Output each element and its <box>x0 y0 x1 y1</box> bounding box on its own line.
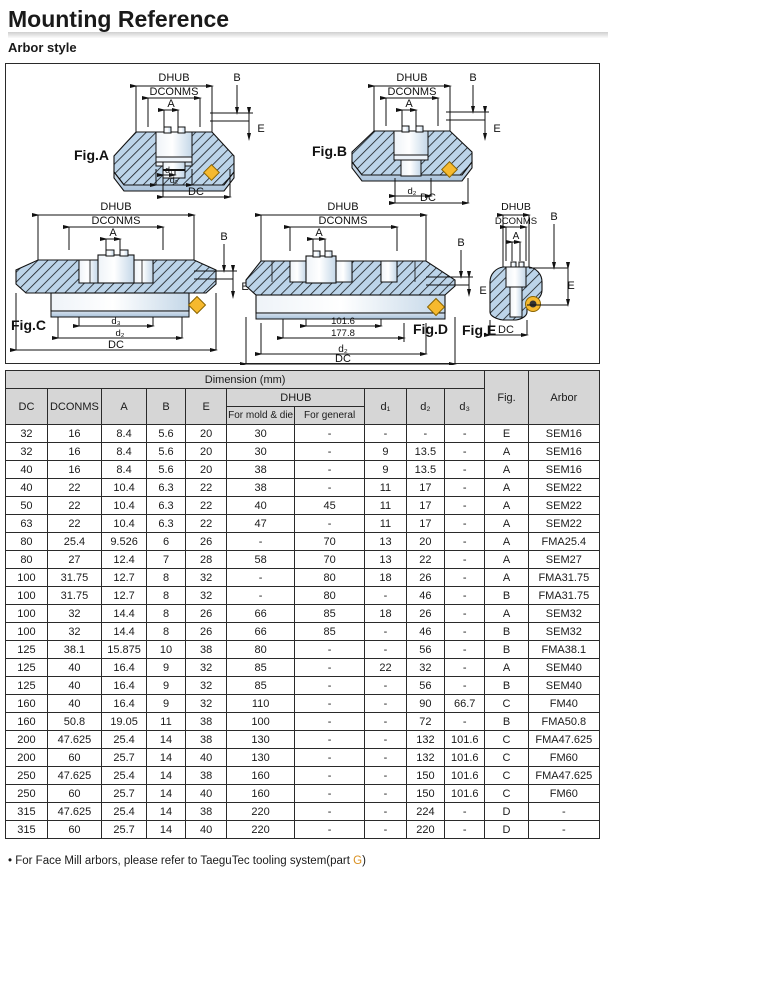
svg-text:Fig.A: Fig.A <box>74 147 109 163</box>
svg-text:DC: DC <box>108 339 124 351</box>
svg-text:DCONMS: DCONMS <box>319 215 368 227</box>
svg-text:DC: DC <box>335 353 351 365</box>
svg-text:DCONMS: DCONMS <box>495 216 537 227</box>
svg-text:177.8: 177.8 <box>331 328 355 339</box>
svg-text:B: B <box>457 237 464 249</box>
svg-text:B: B <box>550 211 557 223</box>
svg-text:101.6: 101.6 <box>331 316 355 327</box>
svg-text:E: E <box>493 123 500 135</box>
svg-text:DHUB: DHUB <box>327 201 358 213</box>
svg-text:E: E <box>479 285 486 297</box>
svg-text:A: A <box>405 98 413 110</box>
svg-text:Fig.B: Fig.B <box>312 143 347 159</box>
svg-text:DC: DC <box>188 186 204 198</box>
svg-text:B: B <box>220 231 227 243</box>
svg-text:A: A <box>315 227 323 239</box>
svg-text:E: E <box>257 123 264 135</box>
svg-text:d₂: d₂ <box>408 186 417 197</box>
svg-text:Fig.D: Fig.D <box>413 321 448 337</box>
svg-text:DHUB: DHUB <box>158 72 189 84</box>
svg-text:B: B <box>233 72 240 84</box>
svg-text:Fig.C: Fig.C <box>11 317 46 333</box>
svg-text:Fig.E: Fig.E <box>462 322 496 338</box>
svg-text:d₂: d₂ <box>170 175 179 185</box>
svg-text:A: A <box>109 227 117 239</box>
svg-text:DCONMS: DCONMS <box>150 86 199 98</box>
svg-text:d₂: d₂ <box>116 328 125 339</box>
svg-text:DCONMS: DCONMS <box>92 215 141 227</box>
svg-text:A: A <box>167 98 175 110</box>
svg-text:DC: DC <box>420 192 436 204</box>
svg-text:DHUB: DHUB <box>501 201 531 213</box>
svg-text:DHUB: DHUB <box>100 201 131 213</box>
svg-text:DCONMS: DCONMS <box>388 86 437 98</box>
svg-text:B: B <box>469 72 476 84</box>
svg-text:DHUB: DHUB <box>396 72 427 84</box>
svg-text:DC: DC <box>498 324 514 336</box>
svg-text:A: A <box>513 231 520 242</box>
svg-text:d₃: d₃ <box>111 316 120 327</box>
svg-text:d₁: d₁ <box>165 165 173 175</box>
